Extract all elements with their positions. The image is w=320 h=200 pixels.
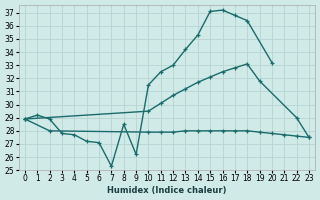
X-axis label: Humidex (Indice chaleur): Humidex (Indice chaleur) — [107, 186, 227, 195]
